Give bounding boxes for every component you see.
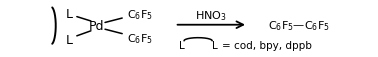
Text: L: L xyxy=(66,8,73,21)
Text: C$_6$F$_5$: C$_6$F$_5$ xyxy=(127,32,153,46)
Text: C$_6$F$_5$: C$_6$F$_5$ xyxy=(127,8,153,22)
Text: HNO$_3$: HNO$_3$ xyxy=(195,9,227,22)
Text: C$_6$F$_5$—C$_6$F$_5$: C$_6$F$_5$—C$_6$F$_5$ xyxy=(268,18,330,32)
Text: L: L xyxy=(212,40,217,50)
Text: Pd: Pd xyxy=(89,20,104,33)
Text: L: L xyxy=(66,33,73,46)
Text: L: L xyxy=(179,40,184,50)
Text: = cod, bpy, dppb: = cod, bpy, dppb xyxy=(222,40,311,50)
